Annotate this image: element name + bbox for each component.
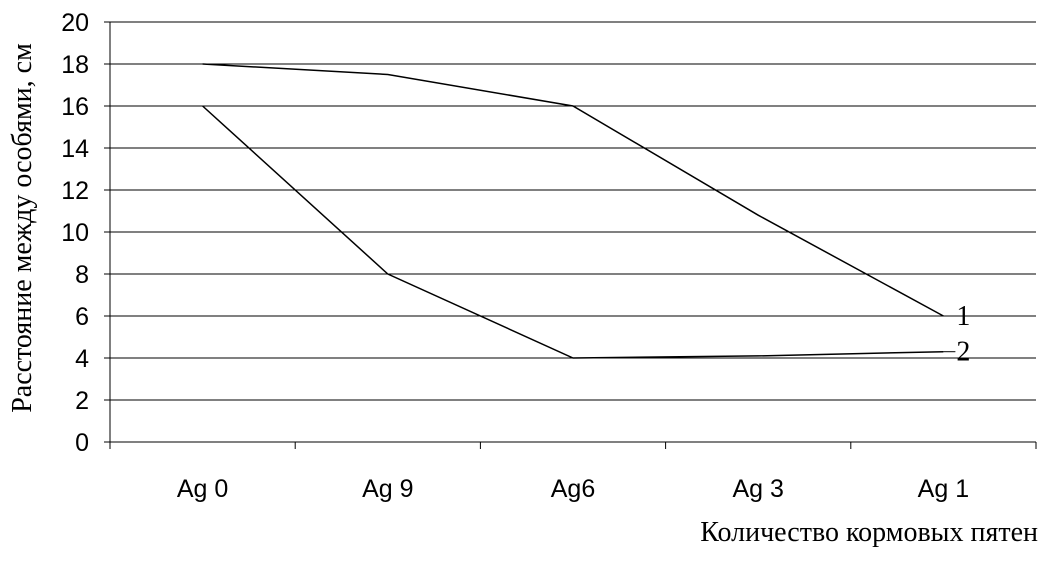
y-tick-labels: 0 2 4 6 8 10 12 14 16 18 20 xyxy=(61,9,89,457)
series-line-1 xyxy=(202,63,944,317)
x-tick-label: Ag 9 xyxy=(362,475,413,503)
y-tick-label: 14 xyxy=(61,135,89,163)
x-tick-label: Ag 1 xyxy=(918,475,969,503)
x-tick-label: Ag 3 xyxy=(732,475,783,503)
x-axis-title: Количество кормовых пятен xyxy=(700,517,1038,548)
y-tick-label: 16 xyxy=(61,93,89,121)
series-lines xyxy=(202,63,944,359)
x-tick-label: Ag6 xyxy=(551,475,595,503)
y-tick-label: 18 xyxy=(61,51,89,79)
y-tick-label: 12 xyxy=(61,177,89,205)
series-label-1: 1 xyxy=(956,301,970,332)
axes xyxy=(104,21,1037,449)
x-tick-label: Ag 0 xyxy=(177,475,228,503)
y-tick-label: 0 xyxy=(75,429,89,457)
y-tick-label: 8 xyxy=(75,261,89,289)
grid-lines xyxy=(110,21,1036,401)
y-tick-label: 6 xyxy=(75,303,89,331)
y-axis-title: Расстояние между особями, см xyxy=(7,43,38,413)
y-tick-label: 4 xyxy=(75,345,89,373)
y-tick-label: 2 xyxy=(75,387,89,415)
y-tick-label: 20 xyxy=(61,9,89,37)
y-tick-label: 10 xyxy=(61,219,89,247)
series-label-2: 2 xyxy=(956,337,970,368)
x-tick-labels: Ag 0 Ag 9 Ag6 Ag 3 Ag 1 xyxy=(177,475,969,503)
series-labels: 12 xyxy=(943,301,970,368)
series-line-2 xyxy=(202,105,944,359)
